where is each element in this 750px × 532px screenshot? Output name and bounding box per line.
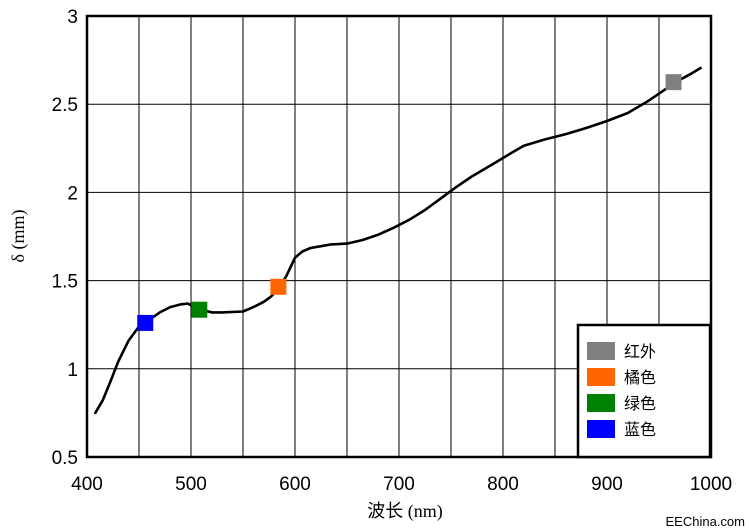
y-tick-label: 3 [67,7,78,28]
legend-label: 橘色 [624,368,656,387]
x-tick-labels: 400 500 600 700 800 900 1000 [71,474,732,495]
legend-swatch [587,394,615,412]
marker-红外 [665,74,682,91]
y-tick-label: 1 [67,360,78,381]
data-curve [94,66,702,415]
y-tick-label: 2.5 [52,95,78,116]
legend-label: 绿色 [624,394,656,413]
legend-swatch [587,368,615,386]
legend-label: 红外 [624,342,656,361]
marker-绿色 [191,301,208,318]
marker-蓝色 [137,314,154,331]
watermark: EEChina.com [666,514,745,529]
y-axis-label: δ (mm) [8,210,29,263]
grid [87,16,711,457]
plot-frame [85,14,713,459]
x-tick-label: 800 [487,474,519,495]
x-tick-label: 400 [71,474,103,495]
marker-橘色 [270,278,287,295]
x-tick-label: 900 [591,474,623,495]
legend-swatch [587,342,615,360]
y-tick-labels: 0.5 1 1.5 2 2.5 3 [52,7,78,469]
y-tick-label: 1.5 [52,272,78,293]
x-axis-label: 波长 (nm) [367,501,443,522]
data-markers [137,74,682,331]
legend-label: 蓝色 [624,420,656,439]
legend-swatch [587,420,615,438]
x-tick-label: 700 [383,474,415,495]
x-tick-label: 600 [279,474,311,495]
x-tick-label: 1000 [690,474,732,495]
y-tick-label: 2 [67,183,78,204]
y-tick-label: 0.5 [52,448,78,469]
x-tick-label: 500 [175,474,207,495]
